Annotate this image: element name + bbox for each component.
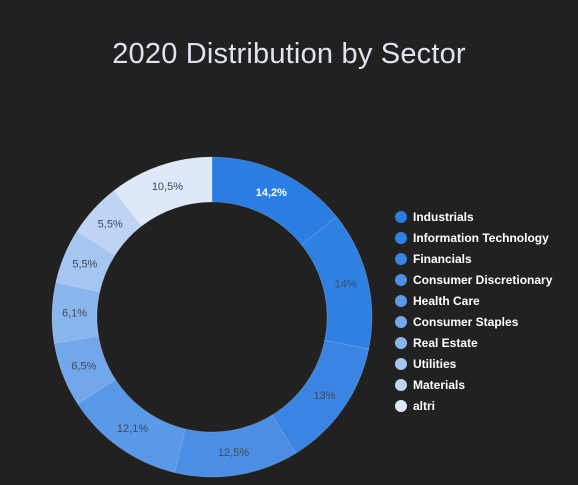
slice-financials[interactable] <box>271 339 370 454</box>
slice-label-utilities: 5,5% <box>72 259 97 271</box>
legend-item-consumer-staples[interactable]: Consumer Staples <box>395 311 552 332</box>
legend-label: Real Estate <box>413 336 478 351</box>
legend-item-financials[interactable]: Financials <box>395 248 552 269</box>
legend: Industrials Information Technology Financi… <box>395 206 552 417</box>
legend-item-industrials[interactable]: Industrials <box>395 206 552 227</box>
slice-label-consumer-discretionary: 12,5% <box>218 447 249 459</box>
slice-label-financials: 13% <box>314 390 336 402</box>
chart-title: 2020 Distribution by Sector <box>112 38 466 70</box>
legend-label: Industrials <box>413 209 474 224</box>
legend-swatch <box>395 210 407 223</box>
legend-swatch <box>395 358 407 371</box>
slice-label-industrials: 14,2% <box>256 187 287 199</box>
slice-label-consumer-staples: 6,5% <box>71 361 96 373</box>
legend-item-utilities[interactable]: Utilities <box>395 354 552 375</box>
slice-utilities[interactable] <box>55 230 116 293</box>
slice-label-altri: 10,5% <box>152 181 183 193</box>
legend-swatch <box>395 231 407 244</box>
slice-label-information-technology: 14% <box>335 279 357 291</box>
legend-item-information-technology[interactable]: Information Technology <box>395 227 552 248</box>
legend-swatch <box>395 252 407 265</box>
legend-item-real-estate[interactable]: Real Estate <box>395 333 552 354</box>
legend-label: Materials <box>413 378 466 393</box>
slice-materials[interactable] <box>76 190 142 256</box>
slice-information-technology[interactable] <box>301 216 373 350</box>
legend-label: Information Technology <box>413 230 549 245</box>
legend-label: Financials <box>413 251 472 266</box>
legend-swatch <box>395 379 407 392</box>
slice-labels: 14,2% 14% 13% 12,5% 12,1% 6,5% 6,1% 5,5% 5,5% 10,… <box>62 181 357 459</box>
slice-label-materials: 5,5% <box>98 219 123 231</box>
donut-slices <box>51 156 373 478</box>
legend-label: Utilities <box>413 357 457 372</box>
legend-item-consumer-discretionary[interactable]: Consumer Discretionary <box>395 269 552 290</box>
legend-label: altri <box>413 399 436 414</box>
legend-swatch <box>395 337 407 350</box>
slice-altri[interactable] <box>113 156 213 227</box>
slice-label-health-care: 12,1% <box>117 423 148 435</box>
legend-label: Health Care <box>413 293 480 308</box>
legend-swatch <box>395 294 407 307</box>
legend-item-materials[interactable]: Materials <box>395 375 552 396</box>
legend-swatch <box>395 400 407 413</box>
legend-item-altri[interactable]: altri <box>395 396 552 417</box>
legend-item-health-care[interactable]: Health Care <box>395 290 552 311</box>
slice-health-care[interactable] <box>77 379 186 473</box>
legend-label: Consumer Discretionary <box>413 272 553 287</box>
legend-swatch <box>395 316 407 329</box>
slice-label-real-estate: 6,1% <box>62 307 87 319</box>
legend-swatch <box>395 273 407 286</box>
legend-label: Consumer Staples <box>413 315 519 330</box>
